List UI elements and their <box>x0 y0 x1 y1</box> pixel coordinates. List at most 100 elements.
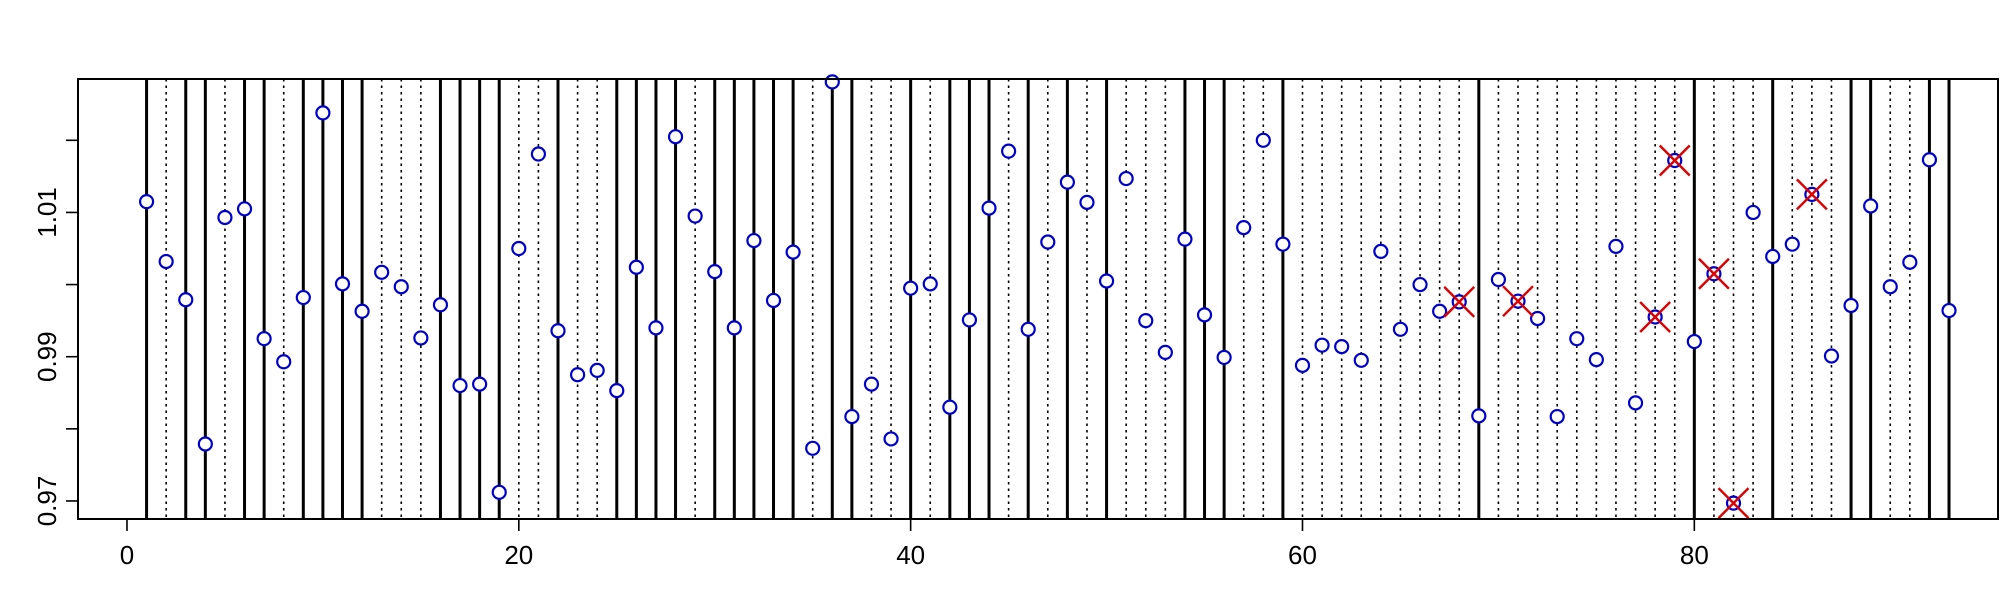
data-point <box>824 74 840 90</box>
data-point <box>432 297 449 313</box>
data-point <box>197 436 213 452</box>
flagged-marker <box>1658 144 1691 177</box>
data-point <box>1118 170 1134 187</box>
data-point <box>1196 307 1213 323</box>
data-point <box>1098 273 1115 289</box>
data-point <box>1490 271 1507 288</box>
data-point <box>1549 408 1565 425</box>
data-point <box>785 244 801 260</box>
y-tick-label: 0.97 <box>32 476 62 527</box>
data-point <box>609 383 625 399</box>
data-point <box>158 253 174 270</box>
x-tick-label: 80 <box>1680 540 1709 570</box>
data-point <box>1588 351 1604 368</box>
data-point <box>276 354 292 370</box>
data-point <box>903 280 919 296</box>
plot-frame <box>77 78 1999 520</box>
data-point <box>354 303 370 319</box>
data-point <box>511 240 527 257</box>
x-tick-label: 60 <box>1288 540 1317 570</box>
data-point <box>805 440 821 456</box>
data-points <box>138 74 1957 511</box>
data-point <box>1079 194 1095 210</box>
data-point <box>374 264 390 280</box>
data-point <box>1392 321 1409 337</box>
x-axis: 0 20 40 60 80 <box>120 518 1709 570</box>
data-point <box>393 279 409 295</box>
data-point <box>1275 236 1291 252</box>
data-point <box>765 292 782 309</box>
x-tick-label: 40 <box>896 540 925 570</box>
data-point <box>1823 348 1840 364</box>
data-point <box>1353 352 1369 368</box>
vertical-lines <box>145 79 1951 519</box>
data-point <box>648 320 664 336</box>
data-point <box>981 200 997 216</box>
data-point <box>726 320 742 336</box>
data-point <box>1686 333 1702 350</box>
data-point <box>589 362 605 379</box>
data-point <box>569 367 586 383</box>
data-point <box>1040 234 1056 250</box>
data-point <box>472 376 488 392</box>
flagged-marker <box>1639 301 1671 333</box>
data-point <box>1529 310 1546 327</box>
data-point <box>1745 204 1761 221</box>
data-point <box>1765 248 1781 265</box>
data-point <box>1059 174 1075 190</box>
flagged-points <box>1443 144 1828 519</box>
data-point <box>1882 279 1898 295</box>
data-point <box>413 330 429 346</box>
data-point <box>1412 276 1428 293</box>
data-point <box>863 376 880 392</box>
data-point <box>530 146 547 162</box>
flagged-marker <box>1717 487 1750 519</box>
data-point <box>1294 357 1311 373</box>
data-point <box>295 289 311 306</box>
data-point <box>1001 143 1017 159</box>
data-point <box>1236 219 1252 236</box>
flagged-marker <box>1443 286 1476 318</box>
data-point <box>1921 152 1938 168</box>
data-point <box>1020 321 1036 337</box>
data-point <box>707 263 723 280</box>
data-point <box>1177 231 1193 247</box>
data-point <box>922 276 938 292</box>
data-point <box>628 259 644 275</box>
data-point <box>1608 238 1624 254</box>
data-point <box>1255 132 1271 148</box>
data-point <box>746 232 762 249</box>
data-point <box>942 399 958 415</box>
data-point <box>138 194 155 210</box>
data-point <box>550 323 566 339</box>
data-point <box>1432 303 1448 319</box>
data-point <box>1784 236 1800 252</box>
flagged-marker <box>1796 178 1828 211</box>
data-point <box>178 292 194 308</box>
data-point <box>334 276 351 292</box>
data-point <box>1373 243 1389 259</box>
data-point <box>687 208 703 224</box>
data-point <box>844 408 860 425</box>
data-point <box>667 129 684 145</box>
data-point <box>1627 395 1644 411</box>
data-point <box>1471 408 1487 424</box>
data-point <box>1334 339 1350 355</box>
data-point <box>217 209 233 226</box>
y-axis: 0.97 0.99 1.01 <box>32 104 79 527</box>
data-point <box>452 377 468 394</box>
data-point <box>1569 331 1585 347</box>
data-point <box>1314 337 1330 353</box>
y-tick-label: 0.99 <box>32 331 62 382</box>
data-point <box>256 331 272 347</box>
x-tick-label: 0 <box>120 540 134 570</box>
flagged-marker <box>1698 257 1730 290</box>
data-point <box>491 484 507 500</box>
data-point <box>1843 297 1859 314</box>
data-point <box>315 105 331 121</box>
data-point <box>1863 198 1879 214</box>
y-tick-label: 1.01 <box>32 187 62 238</box>
data-point <box>961 312 978 328</box>
data-point <box>883 431 899 447</box>
